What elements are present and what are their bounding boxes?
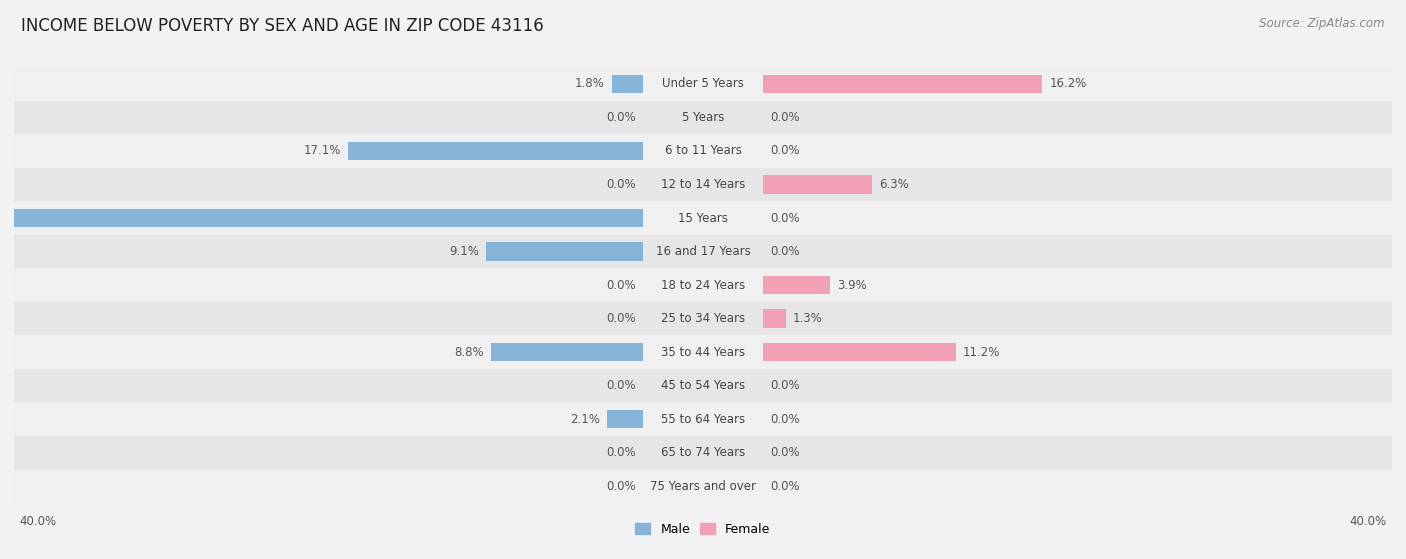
Text: 0.0%: 0.0%	[606, 178, 636, 191]
Bar	[14, 436, 1392, 470]
Bar	[14, 235, 1392, 268]
Text: Under 5 Years: Under 5 Years	[662, 77, 744, 91]
Bar	[14, 402, 1392, 436]
Text: 15 Years: 15 Years	[678, 211, 728, 225]
Bar	[763, 74, 1042, 93]
Bar	[14, 470, 1392, 503]
Text: 8.8%: 8.8%	[454, 345, 484, 359]
Text: 0.0%: 0.0%	[770, 480, 800, 493]
Text: 3.9%: 3.9%	[838, 278, 868, 292]
Text: 0.0%: 0.0%	[770, 446, 800, 459]
Bar	[486, 243, 643, 260]
Text: 25 to 34 Years: 25 to 34 Years	[661, 312, 745, 325]
Text: 35 to 44 Years: 35 to 44 Years	[661, 345, 745, 359]
Text: 0.0%: 0.0%	[606, 312, 636, 325]
Text: 2.1%: 2.1%	[569, 413, 599, 426]
Text: 0.0%: 0.0%	[770, 413, 800, 426]
Text: 5 Years: 5 Years	[682, 111, 724, 124]
Bar	[0, 209, 643, 227]
Bar	[14, 369, 1392, 402]
Text: 9.1%: 9.1%	[450, 245, 479, 258]
Text: 75 Years and over: 75 Years and over	[650, 480, 756, 493]
Text: 0.0%: 0.0%	[606, 446, 636, 459]
Text: 45 to 54 Years: 45 to 54 Years	[661, 379, 745, 392]
Text: INCOME BELOW POVERTY BY SEX AND AGE IN ZIP CODE 43116: INCOME BELOW POVERTY BY SEX AND AGE IN Z…	[21, 17, 544, 35]
Bar	[763, 276, 831, 294]
Text: 40.0%: 40.0%	[20, 515, 56, 528]
Text: 1.3%: 1.3%	[793, 312, 823, 325]
Text: 1.8%: 1.8%	[575, 77, 605, 91]
Text: 40.0%: 40.0%	[1350, 515, 1386, 528]
Bar	[14, 101, 1392, 134]
Text: Source: ZipAtlas.com: Source: ZipAtlas.com	[1260, 17, 1385, 30]
Text: 18 to 24 Years: 18 to 24 Years	[661, 278, 745, 292]
Text: 0.0%: 0.0%	[606, 111, 636, 124]
Bar	[14, 201, 1392, 235]
Text: 0.0%: 0.0%	[606, 480, 636, 493]
Bar	[763, 343, 956, 361]
Bar	[612, 74, 643, 93]
Bar	[14, 168, 1392, 201]
Bar	[14, 268, 1392, 302]
Bar	[14, 302, 1392, 335]
Text: 12 to 14 Years: 12 to 14 Years	[661, 178, 745, 191]
Text: 16 and 17 Years: 16 and 17 Years	[655, 245, 751, 258]
Text: 17.1%: 17.1%	[304, 144, 342, 158]
Bar	[14, 134, 1392, 168]
Text: 11.2%: 11.2%	[963, 345, 1001, 359]
Text: 0.0%: 0.0%	[606, 278, 636, 292]
Text: 65 to 74 Years: 65 to 74 Years	[661, 446, 745, 459]
Legend: Male, Female: Male, Female	[636, 523, 770, 536]
Bar	[491, 343, 643, 361]
Bar	[349, 142, 643, 160]
Text: 6 to 11 Years: 6 to 11 Years	[665, 144, 741, 158]
Bar	[763, 175, 872, 193]
Bar	[763, 310, 786, 328]
Text: 0.0%: 0.0%	[770, 245, 800, 258]
Text: 6.3%: 6.3%	[879, 178, 908, 191]
Text: 0.0%: 0.0%	[770, 144, 800, 158]
Text: 0.0%: 0.0%	[770, 379, 800, 392]
Text: 16.2%: 16.2%	[1049, 77, 1087, 91]
Text: 0.0%: 0.0%	[770, 111, 800, 124]
Bar	[14, 67, 1392, 101]
Bar	[606, 410, 643, 428]
Bar	[14, 335, 1392, 369]
Text: 55 to 64 Years: 55 to 64 Years	[661, 413, 745, 426]
Text: 0.0%: 0.0%	[606, 379, 636, 392]
Text: 0.0%: 0.0%	[770, 211, 800, 225]
